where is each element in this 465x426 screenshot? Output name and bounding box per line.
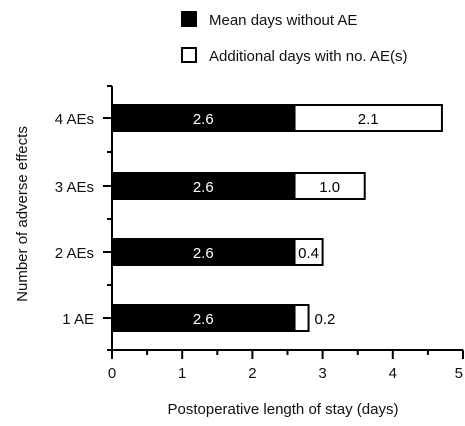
legend-swatch [181, 47, 197, 63]
bar-additional-days [293, 104, 443, 132]
legend-label: Additional days with no. AE(s) [209, 48, 407, 65]
bar-mean-days [111, 238, 296, 266]
legend: Mean days without AE Additional days with… [181, 11, 407, 65]
y-tick-label: 1 AE [62, 311, 94, 328]
axes: 4 AEs 3 AEs 2 AEs 1 AE 0 1 2 3 4 5 [55, 85, 464, 382]
bar-additional-days [293, 304, 310, 332]
y-axis-title: Number of adverse effects [14, 126, 31, 302]
data-label: 2.6 [193, 311, 214, 328]
x-tick-label: 0 [108, 365, 116, 382]
bar-mean-days [111, 172, 296, 200]
x-axis-title: Postoperative length of stay (days) [168, 401, 399, 418]
data-label: 1.0 [319, 179, 340, 196]
data-label: 2.6 [193, 111, 214, 128]
bars: 2.6 2.1 2.6 1.0 2.6 0.4 2.6 0.2 [111, 104, 443, 332]
bar-additional-days [293, 172, 366, 200]
bar-additional-days [293, 238, 324, 266]
bar-mean-days [111, 304, 296, 332]
data-label: 2.6 [193, 245, 214, 262]
data-label: 2.6 [193, 179, 214, 196]
data-label: 0.4 [298, 245, 319, 262]
x-tick-label: 2 [248, 365, 256, 382]
legend-label: Mean days without AE [209, 12, 357, 29]
x-tick-label: 1 [178, 365, 186, 382]
y-tick-label: 2 AEs [55, 245, 94, 262]
x-tick-label: 3 [318, 365, 326, 382]
y-tick-label: 4 AEs [55, 111, 94, 128]
x-tick-label: 5 [455, 365, 463, 382]
y-tick-label: 3 AEs [55, 179, 94, 196]
data-label: 2.1 [358, 111, 379, 128]
x-tick-label: 4 [389, 365, 397, 382]
legend-swatch [181, 11, 197, 27]
data-label: 0.2 [315, 311, 336, 328]
